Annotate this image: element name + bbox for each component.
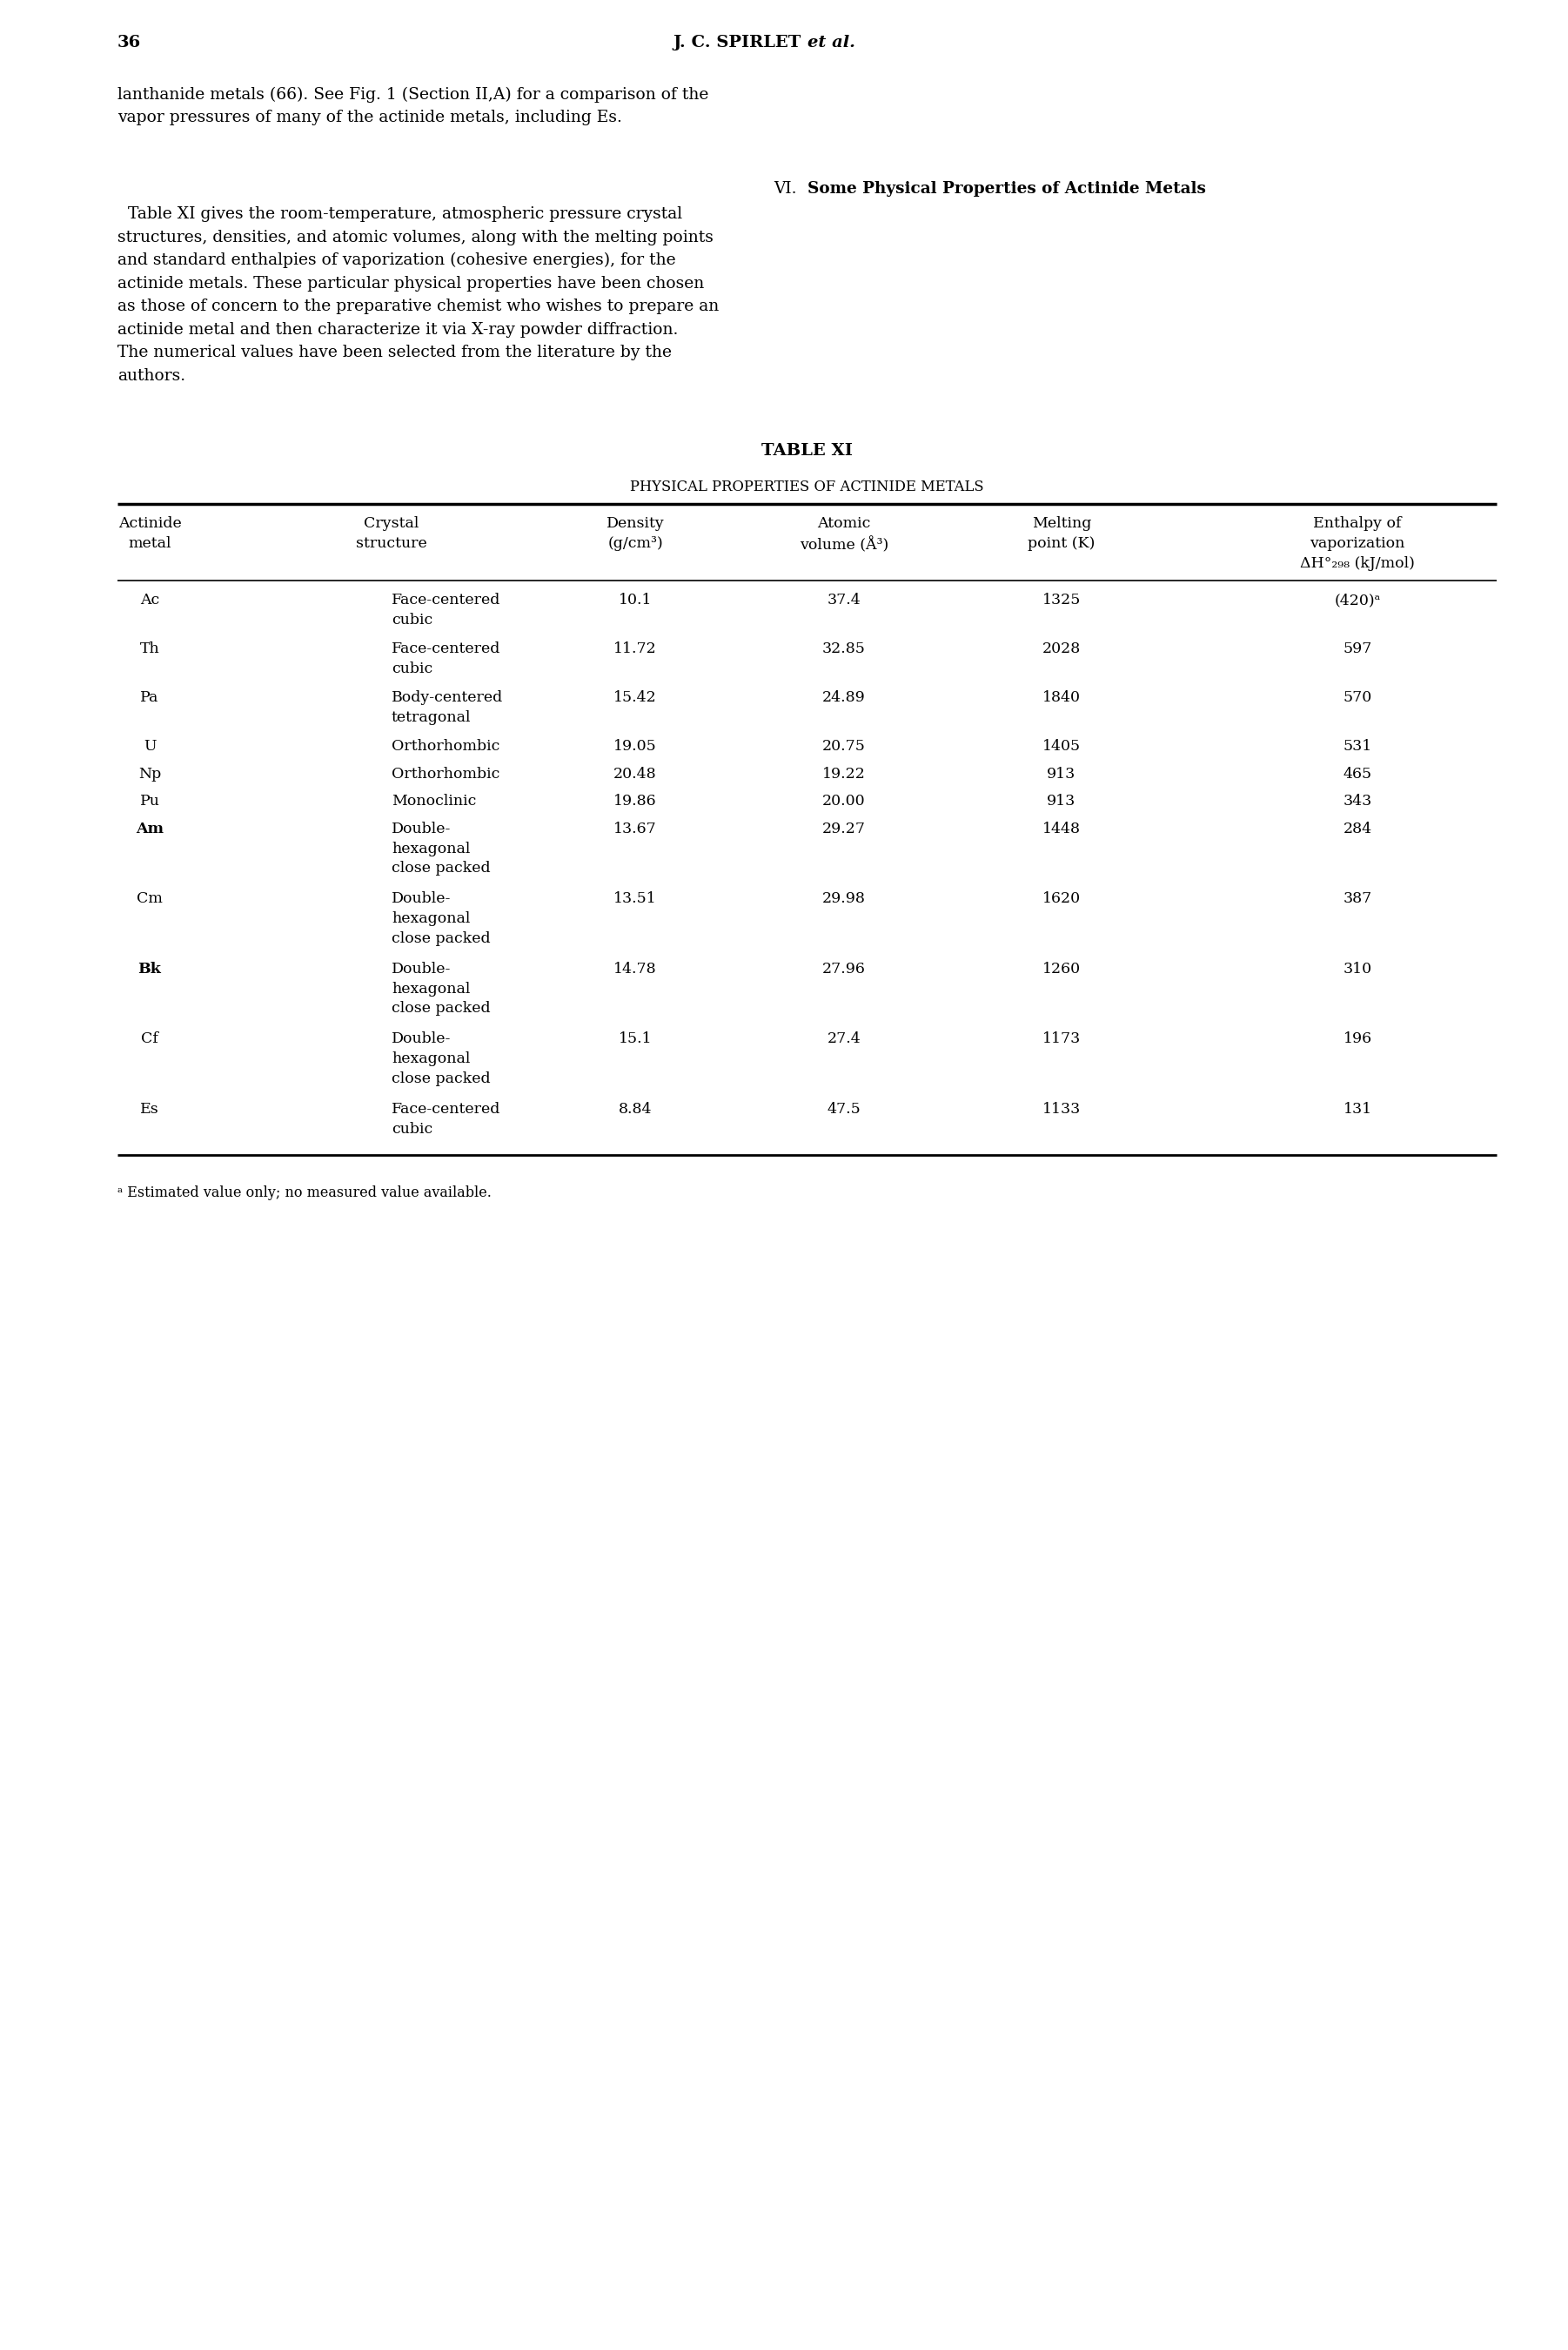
Text: 13.51: 13.51 <box>613 891 657 907</box>
Text: 1405: 1405 <box>1043 740 1080 754</box>
Text: Monoclinic: Monoclinic <box>392 794 477 808</box>
Text: as those of concern to the preparative chemist who wishes to prepare an: as those of concern to the preparative c… <box>118 298 720 315</box>
Text: 13.67: 13.67 <box>613 822 657 837</box>
Text: Melting
point (K): Melting point (K) <box>1029 517 1094 550</box>
Text: 1448: 1448 <box>1043 822 1080 837</box>
Text: Atomic
volume (Å³): Atomic volume (Å³) <box>800 517 889 552</box>
Text: J. C. SPIRLET: J. C. SPIRLET <box>673 35 808 49</box>
Text: Ac: Ac <box>140 592 160 609</box>
Text: 1620: 1620 <box>1043 891 1080 907</box>
Text: Np: Np <box>138 766 162 780</box>
Text: 15.42: 15.42 <box>613 691 657 705</box>
Text: 10.1: 10.1 <box>618 592 652 609</box>
Text: 1173: 1173 <box>1043 1032 1080 1046</box>
Text: 913: 913 <box>1047 766 1076 780</box>
Text: 11.72: 11.72 <box>613 642 657 656</box>
Text: Body-centered
tetragonal: Body-centered tetragonal <box>392 691 503 726</box>
Text: structures, densities, and atomic volumes, along with the melting points: structures, densities, and atomic volume… <box>118 230 713 244</box>
Text: 19.22: 19.22 <box>822 766 866 780</box>
Text: Orthorhombic: Orthorhombic <box>392 740 500 754</box>
Text: U: U <box>143 740 155 754</box>
Text: 1840: 1840 <box>1043 691 1080 705</box>
Text: 913: 913 <box>1047 794 1076 808</box>
Text: 8.84: 8.84 <box>618 1102 652 1116</box>
Text: 131: 131 <box>1344 1102 1372 1116</box>
Text: 29.98: 29.98 <box>822 891 866 907</box>
Text: Cm: Cm <box>136 891 163 907</box>
Text: 343: 343 <box>1342 794 1372 808</box>
Text: and standard enthalpies of vaporization (cohesive energies), for the: and standard enthalpies of vaporization … <box>118 251 676 268</box>
Text: 284: 284 <box>1344 822 1372 837</box>
Text: authors.: authors. <box>118 369 185 383</box>
Text: Face-centered
cubic: Face-centered cubic <box>392 1102 500 1137</box>
Text: Cf: Cf <box>141 1032 158 1046</box>
Text: actinide metals. These particular physical properties have been chosen: actinide metals. These particular physic… <box>118 275 704 291</box>
Text: 37.4: 37.4 <box>828 592 861 609</box>
Text: 1133: 1133 <box>1043 1102 1080 1116</box>
Text: Th: Th <box>140 642 160 656</box>
Text: lanthanide metals (66). See Fig. 1 (Section II,A) for a comparison of the: lanthanide metals (66). See Fig. 1 (Sect… <box>118 87 709 103</box>
Text: Enthalpy of
vaporization
ΔH°₂₉₈ (kJ/mol): Enthalpy of vaporization ΔH°₂₉₈ (kJ/mol) <box>1300 517 1414 571</box>
Text: 2028: 2028 <box>1043 642 1080 656</box>
Text: 531: 531 <box>1342 740 1372 754</box>
Text: 20.75: 20.75 <box>822 740 866 754</box>
Text: 1260: 1260 <box>1043 961 1080 975</box>
Text: 32.85: 32.85 <box>822 642 866 656</box>
Text: VI.: VI. <box>773 181 808 197</box>
Text: Pa: Pa <box>141 691 158 705</box>
Text: (420)ᵃ: (420)ᵃ <box>1334 592 1380 609</box>
Text: 310: 310 <box>1344 961 1372 975</box>
Text: 15.1: 15.1 <box>618 1032 652 1046</box>
Text: Double-
hexagonal
close packed: Double- hexagonal close packed <box>392 961 491 1015</box>
Text: Pu: Pu <box>140 794 160 808</box>
Text: Density
(g/cm³): Density (g/cm³) <box>607 517 665 550</box>
Text: 19.86: 19.86 <box>613 794 657 808</box>
Text: PHYSICAL PROPERTIES OF ACTINIDE METALS: PHYSICAL PROPERTIES OF ACTINIDE METALS <box>630 479 985 494</box>
Text: 20.00: 20.00 <box>823 794 866 808</box>
Text: TABLE XI: TABLE XI <box>762 444 853 458</box>
Text: 387: 387 <box>1342 891 1372 907</box>
Text: et al.: et al. <box>808 35 855 49</box>
Text: 24.89: 24.89 <box>822 691 866 705</box>
Text: vapor pressures of many of the actinide metals, including Es.: vapor pressures of many of the actinide … <box>118 110 622 127</box>
Text: Double-
hexagonal
close packed: Double- hexagonal close packed <box>392 822 491 877</box>
Text: 465: 465 <box>1344 766 1372 780</box>
Text: 14.78: 14.78 <box>613 961 657 975</box>
Text: Actinide
metal: Actinide metal <box>118 517 182 550</box>
Text: Some Physical Properties of Actinide Metals: Some Physical Properties of Actinide Met… <box>808 181 1206 197</box>
Text: 27.4: 27.4 <box>828 1032 861 1046</box>
Text: Crystal
structure: Crystal structure <box>356 517 426 550</box>
Text: 19.05: 19.05 <box>613 740 657 754</box>
Text: Double-
hexagonal
close packed: Double- hexagonal close packed <box>392 891 491 947</box>
Text: Es: Es <box>140 1102 158 1116</box>
Text: Orthorhombic: Orthorhombic <box>392 766 500 780</box>
Text: Am: Am <box>136 822 163 837</box>
Text: 20.48: 20.48 <box>613 766 657 780</box>
Text: 36: 36 <box>118 35 141 49</box>
Text: Table XI gives the room-temperature, atmospheric pressure crystal: Table XI gives the room-temperature, atm… <box>118 207 682 223</box>
Text: 196: 196 <box>1344 1032 1372 1046</box>
Text: 1325: 1325 <box>1043 592 1080 609</box>
Text: actinide metal and then characterize it via X-ray powder diffraction.: actinide metal and then characterize it … <box>118 322 679 338</box>
Text: Face-centered
cubic: Face-centered cubic <box>392 642 500 677</box>
Text: 570: 570 <box>1342 691 1372 705</box>
Text: 27.96: 27.96 <box>822 961 866 975</box>
Text: Face-centered
cubic: Face-centered cubic <box>392 592 500 627</box>
Text: The numerical values have been selected from the literature by the: The numerical values have been selected … <box>118 345 671 360</box>
Text: Double-
hexagonal
close packed: Double- hexagonal close packed <box>392 1032 491 1086</box>
Text: 47.5: 47.5 <box>828 1102 861 1116</box>
Text: 597: 597 <box>1342 642 1372 656</box>
Text: Bk: Bk <box>138 961 162 975</box>
Text: 29.27: 29.27 <box>822 822 866 837</box>
Text: ᵃ Estimated value only; no measured value available.: ᵃ Estimated value only; no measured valu… <box>118 1184 491 1201</box>
